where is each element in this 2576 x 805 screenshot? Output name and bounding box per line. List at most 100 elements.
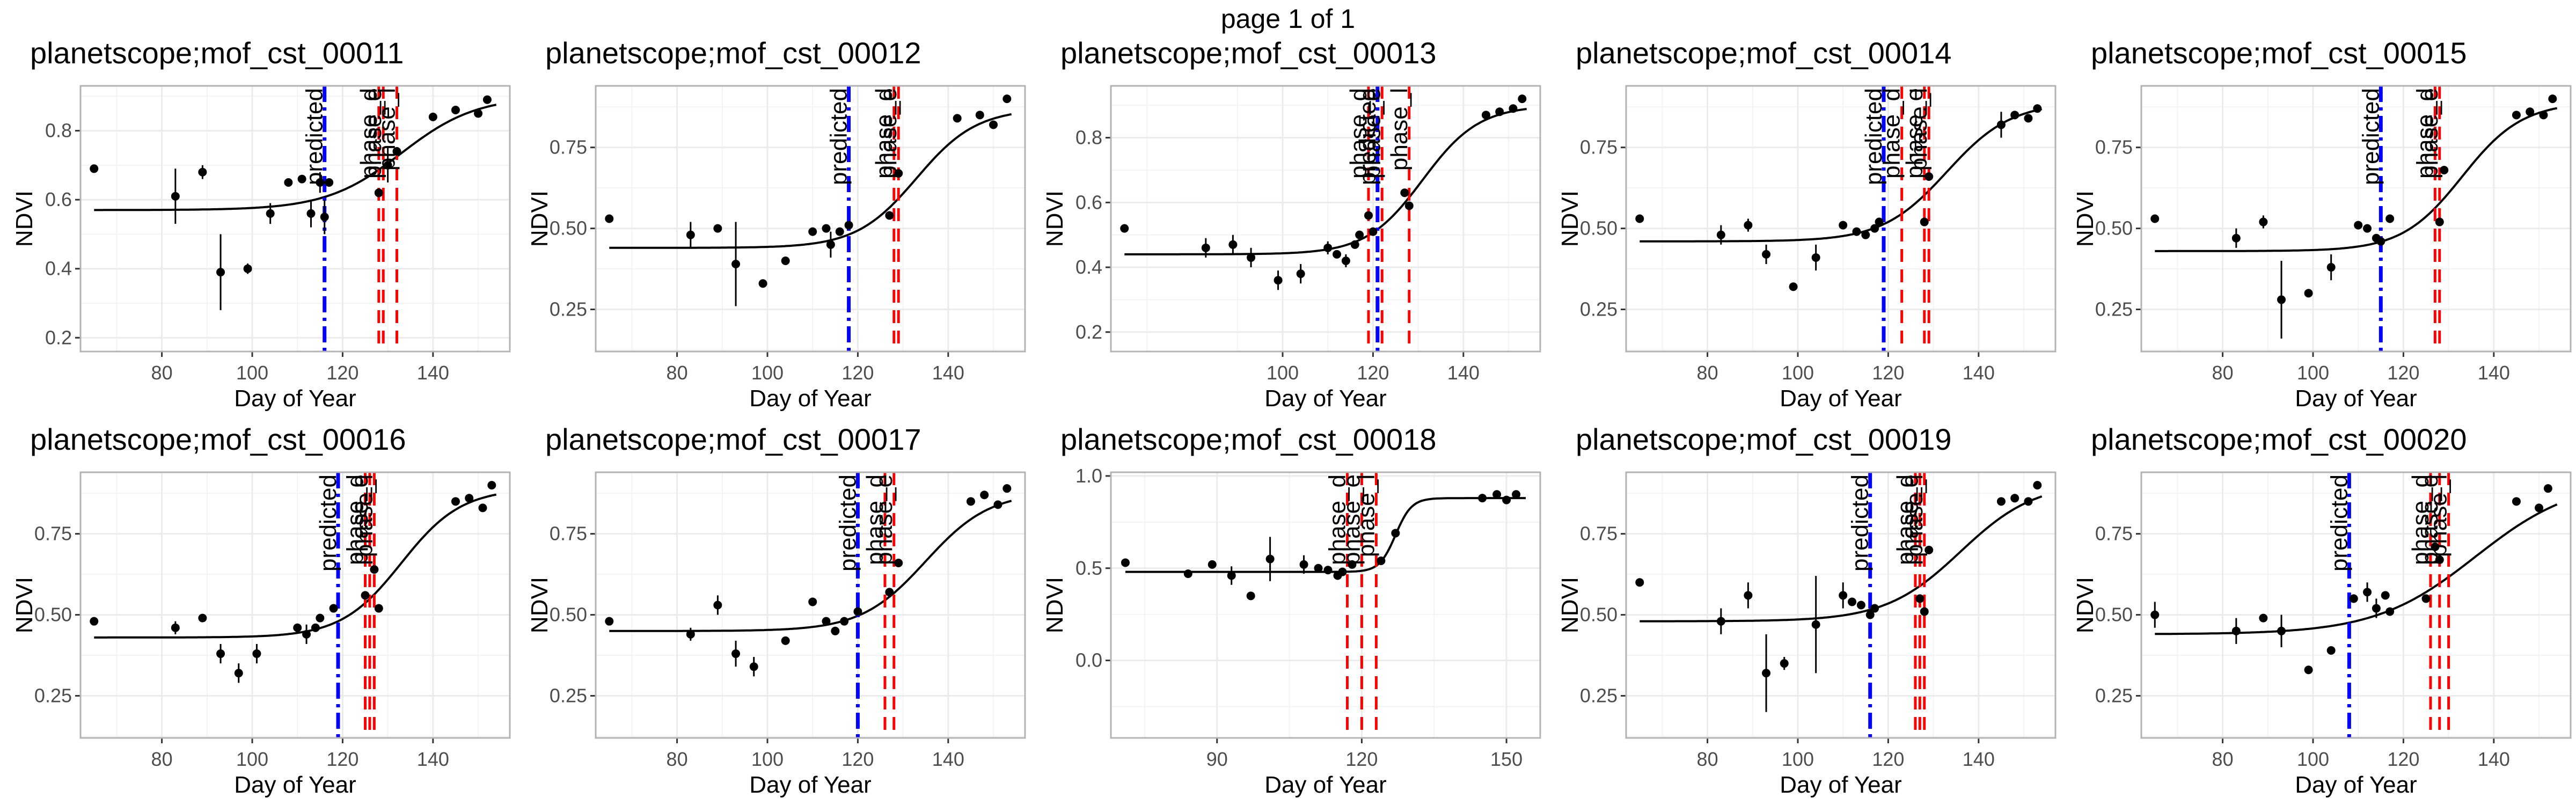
data-point	[993, 500, 1002, 509]
data-point	[1355, 230, 1364, 239]
data-point	[266, 209, 275, 218]
data-point	[2326, 263, 2336, 272]
vline-label: phase_l	[1901, 474, 1928, 557]
plot-background	[596, 86, 1025, 352]
panel-border	[1110, 85, 1541, 353]
x-axis-label: Day of Year	[1780, 385, 1902, 412]
panel-border	[79, 471, 511, 739]
x-tick-label: 80	[667, 362, 688, 384]
x-tick-label: 100	[1782, 748, 1814, 770]
data-point	[1839, 591, 1848, 600]
x-axis-label: Day of Year	[749, 772, 872, 798]
x-tick-label: 120	[1872, 362, 1904, 384]
data-point	[487, 481, 496, 490]
y-tick-label: 0.25	[2095, 298, 2133, 320]
data-point	[1924, 172, 1934, 181]
vline-label: phase_e	[347, 474, 373, 565]
fitted-curve	[609, 500, 1012, 632]
data-point	[1856, 601, 1865, 610]
data-point	[1338, 567, 1347, 576]
vline-label: predicted	[1861, 88, 1887, 185]
x-axis-label: Day of Year	[1264, 772, 1387, 798]
y-tick-label: 0.50	[550, 217, 587, 239]
data-point	[2304, 665, 2313, 675]
data-point	[2435, 217, 2444, 226]
y-tick-label: 0.2	[45, 326, 72, 348]
y-axis-label: NDVI	[2072, 191, 2098, 247]
data-point	[605, 214, 614, 223]
data-point	[1789, 282, 1798, 291]
chart-title: planetscope;mof_cst_00014	[1576, 36, 1952, 70]
y-tick-label: 0.50	[34, 604, 72, 626]
data-point	[171, 192, 180, 201]
data-point	[1502, 495, 1511, 504]
chart-panel-7: planetscope;mof_cst_00017 80 100 120 140 0.2…	[515, 419, 1030, 805]
data-point	[835, 227, 844, 236]
chart-title: planetscope;mof_cst_00015	[2091, 36, 2467, 70]
x-axis-label: Day of Year	[1264, 385, 1387, 412]
data-point	[605, 617, 614, 626]
data-point	[1716, 230, 1725, 239]
data-point	[1120, 224, 1129, 233]
chart-title: planetscope;mof_cst_00018	[1060, 422, 1437, 456]
vline-label: predicted	[2326, 474, 2352, 572]
data-point	[1348, 560, 1357, 569]
vline-label: phase_d	[2407, 474, 2434, 565]
y-tick-label: 0.75	[1580, 136, 1618, 158]
data-point	[216, 649, 225, 658]
data-point	[2526, 107, 2535, 116]
data-point	[1811, 620, 1820, 629]
data-point	[2259, 613, 2268, 623]
vline-label: phase_l	[1906, 88, 1932, 171]
vline-label: phase_d	[1345, 88, 1372, 179]
data-point	[297, 174, 306, 184]
data-point	[1915, 594, 1924, 603]
data-point	[713, 601, 722, 610]
data-point	[361, 591, 370, 600]
data-point	[1400, 188, 1409, 197]
y-tick-label: 0.75	[2095, 523, 2133, 545]
data-point	[1839, 221, 1848, 230]
data-point	[1744, 221, 1753, 230]
vline-label: phase_e	[1897, 474, 1923, 565]
chart-title: planetscope;mof_cst_00011	[30, 36, 404, 70]
vline-label: predicted	[1847, 474, 1874, 572]
data-point	[1368, 227, 1378, 236]
data-point	[198, 613, 207, 623]
x-tick-label: 100	[1782, 362, 1814, 384]
data-point	[2354, 221, 2363, 230]
plot-background	[2141, 86, 2571, 352]
data-point	[1274, 276, 1283, 285]
y-tick-label: 0.75	[550, 523, 587, 545]
data-point	[1635, 214, 1644, 223]
data-point	[2277, 626, 2286, 635]
fitted-curve	[94, 104, 497, 211]
data-point	[311, 623, 320, 632]
panel-border	[79, 85, 511, 353]
y-tick-label: 0.50	[550, 604, 587, 626]
data-point	[975, 111, 984, 120]
chart-panel-8: planetscope;mof_cst_00018 90 120 150 0.0 0.5…	[1030, 419, 1546, 805]
data-point	[302, 630, 311, 639]
x-tick-label: 80	[151, 748, 173, 770]
y-axis-label: NDVI	[526, 577, 553, 633]
data-point	[1404, 201, 1414, 210]
x-tick-label: 140	[417, 362, 449, 384]
x-tick-label: 140	[1963, 362, 1995, 384]
data-point	[171, 623, 180, 632]
x-axis-label: Day of Year	[234, 385, 356, 412]
data-point	[316, 613, 325, 623]
y-tick-label: 0.5	[1075, 557, 1102, 579]
chart-panel-2: planetscope;mof_cst_00012 80 100 120 140 0.2…	[515, 32, 1030, 419]
y-axis-label: NDVI	[526, 191, 553, 247]
x-tick-label: 140	[2478, 748, 2510, 770]
data-point	[1478, 494, 1487, 503]
data-point	[306, 209, 316, 218]
x-tick-label: 120	[1357, 362, 1389, 384]
data-point	[320, 213, 329, 222]
